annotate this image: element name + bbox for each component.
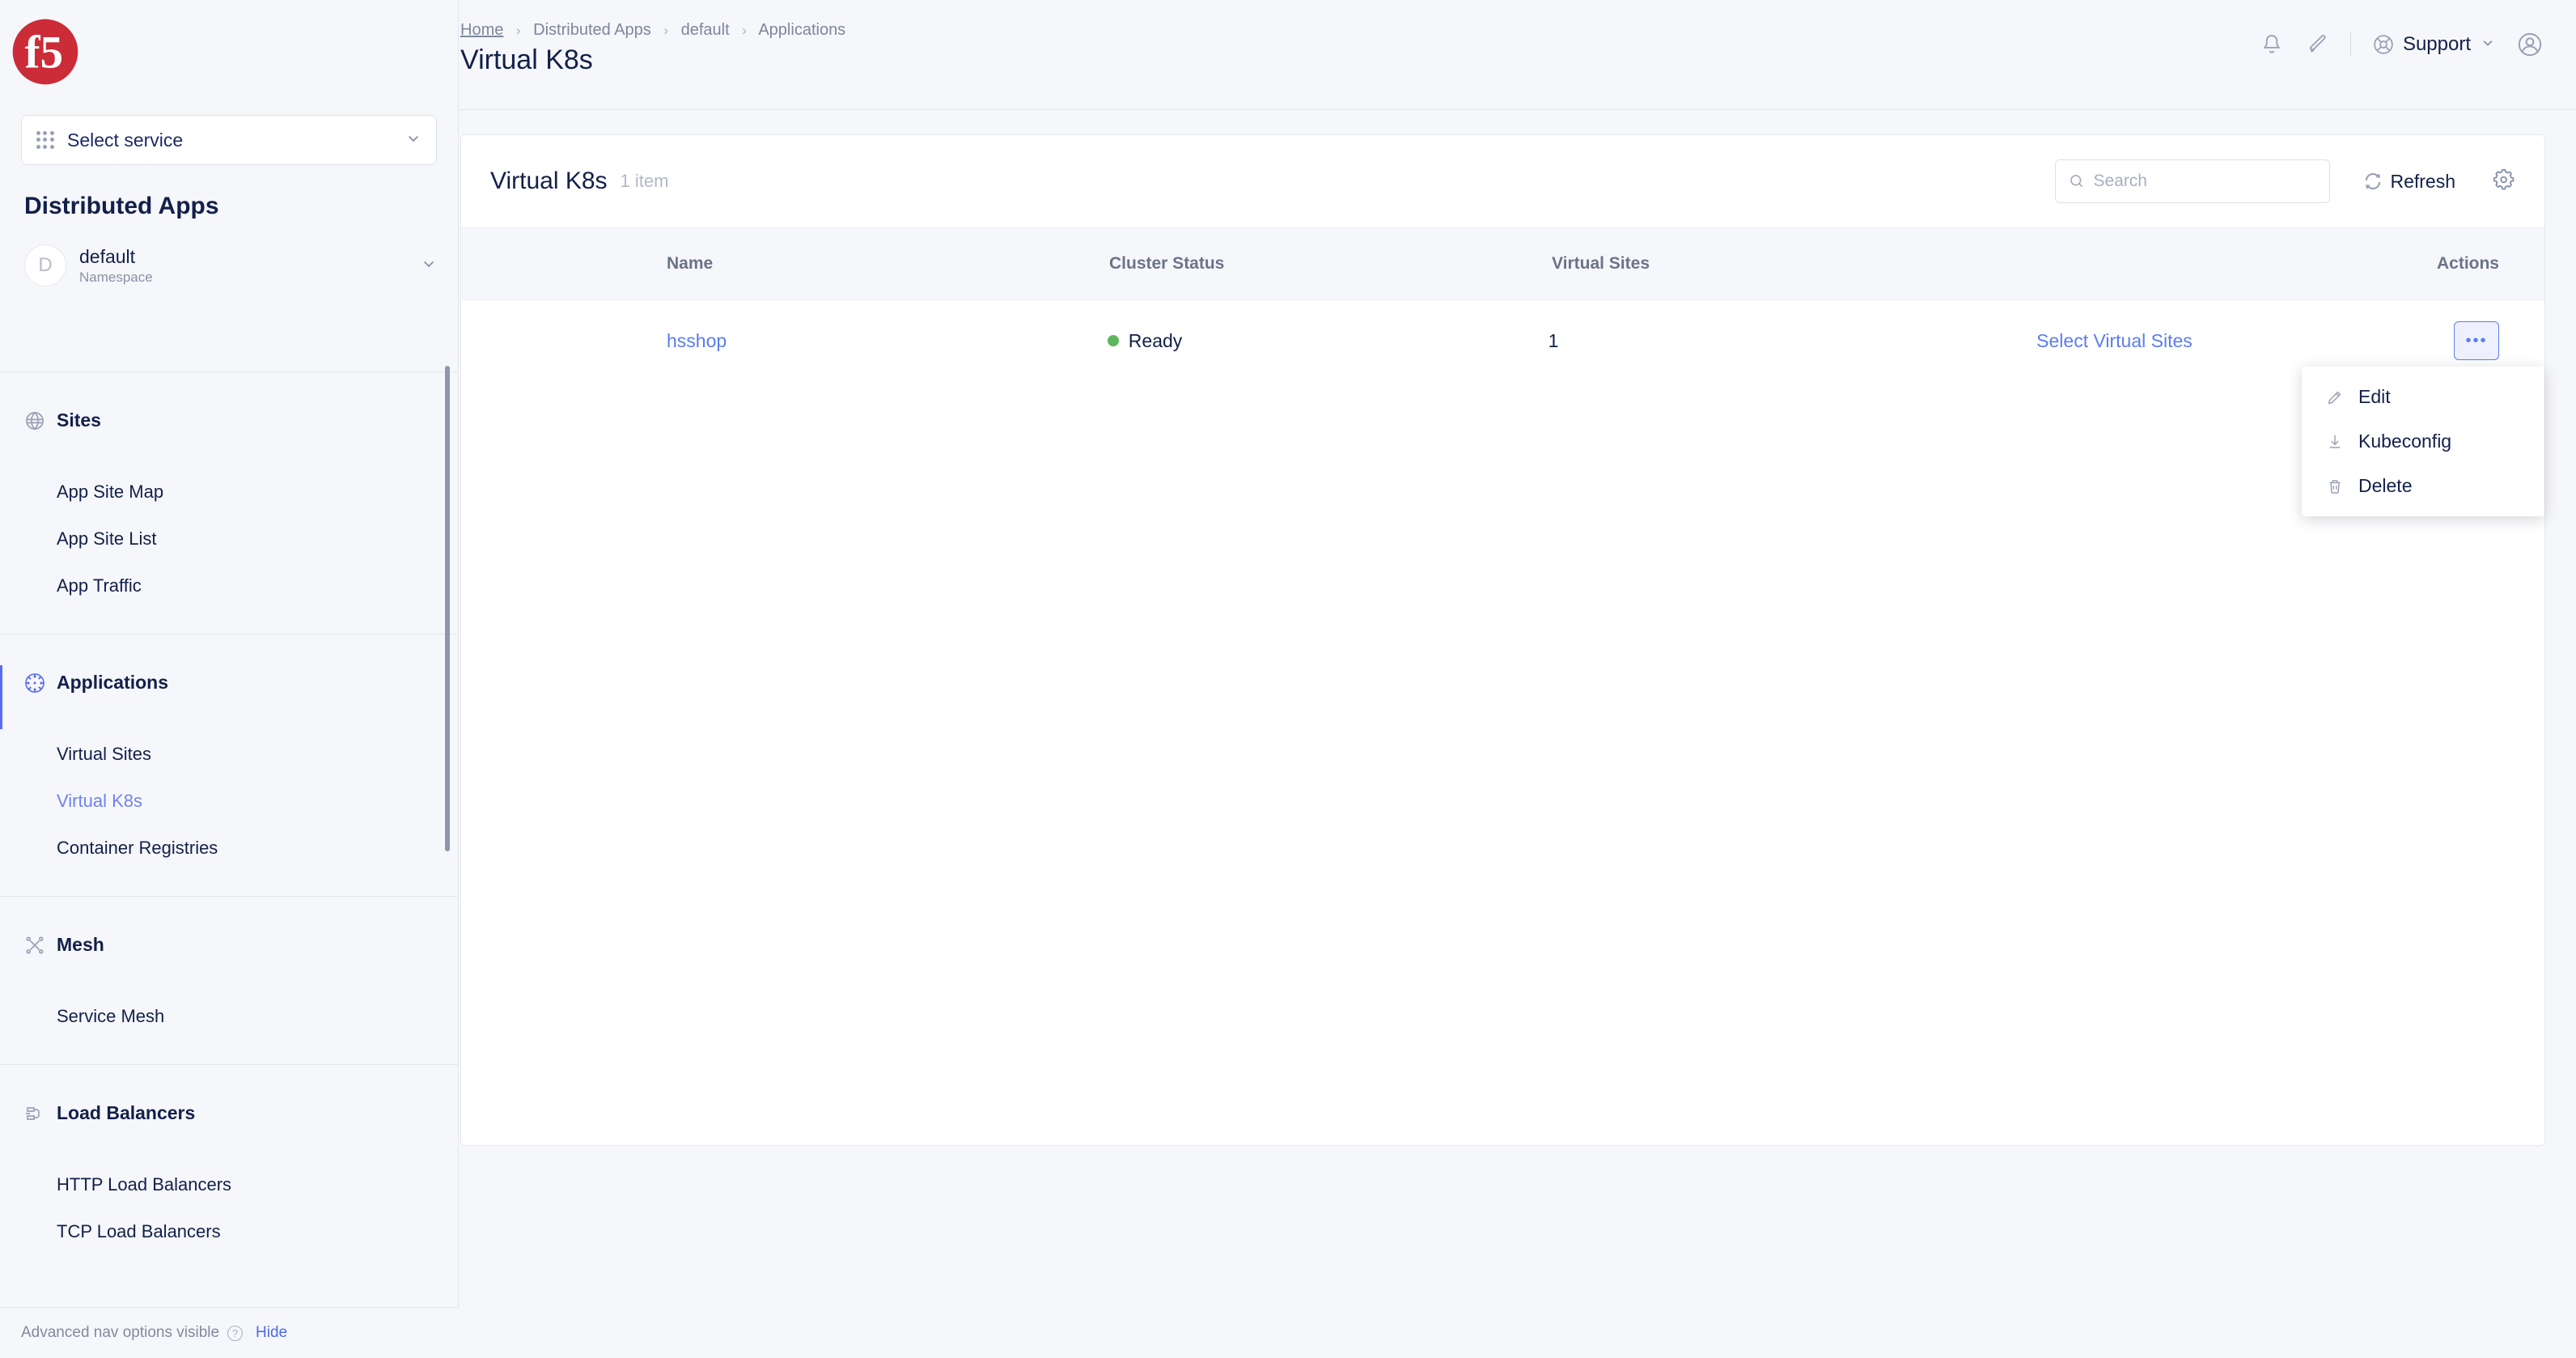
svg-text:f5: f5: [25, 27, 64, 78]
